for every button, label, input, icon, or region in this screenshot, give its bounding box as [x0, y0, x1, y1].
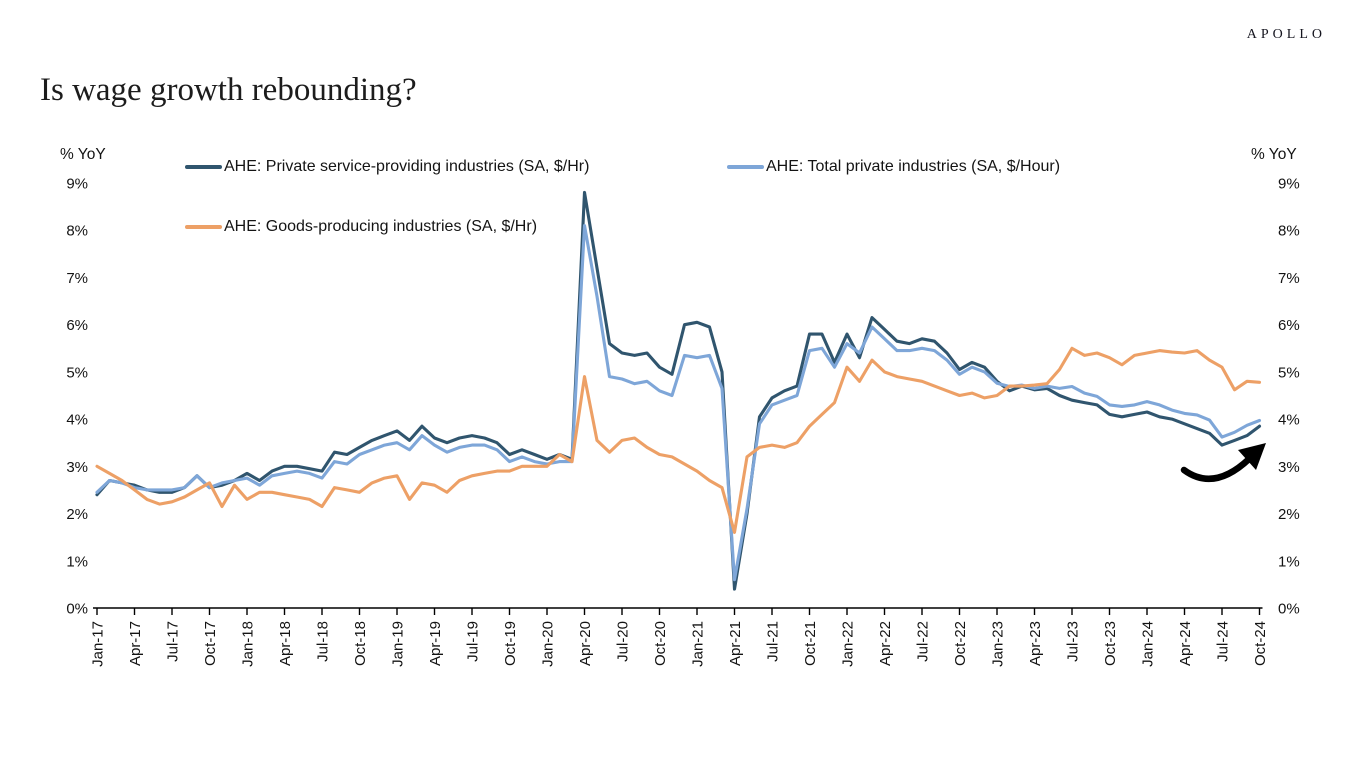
series-line-1 [95, 223, 1262, 582]
x-tick-label: Oct-21 [802, 621, 819, 666]
legend-label: AHE: Goods-producing industries (SA, $/H… [224, 218, 538, 235]
y-axis-unit-right: % YoY [1251, 146, 1297, 163]
x-tick-label: Jan-19 [390, 621, 407, 667]
x-tick-label: Jan-18 [240, 621, 257, 667]
page-title: Is wage growth rebounding? [40, 72, 417, 109]
y-tick-label-left: 3% [66, 459, 88, 476]
legend-item-total-private: AHE: Total private industries (SA, $/Hou… [727, 157, 1060, 177]
rebound-arrow [1180, 455, 1253, 482]
x-tick-label: Apr-19 [427, 621, 444, 666]
x-tick-label: Apr-18 [277, 621, 294, 666]
legend-item-goods-producing: AHE: Goods-producing industries (SA, $/H… [185, 217, 537, 237]
legend-label: AHE: Total private industries (SA, $/Hou… [766, 158, 1061, 175]
x-tick-label: Apr-21 [727, 621, 744, 666]
x-tick-label: Jul-23 [1065, 621, 1082, 662]
x-tick-label: Apr-23 [1027, 621, 1044, 666]
apollo-logo: APOLLO [1246, 27, 1326, 42]
x-tick-label: Jul-17 [165, 621, 182, 662]
x-tick-label: Jul-22 [915, 621, 932, 662]
y-tick-label-left: 6% [66, 317, 88, 334]
x-tick-label: Jan-23 [990, 621, 1007, 667]
y-tick-label-right: 2% [1278, 506, 1300, 523]
x-tick-label: Jul-24 [1215, 621, 1232, 662]
y-tick-label-right: 1% [1278, 553, 1300, 570]
x-tick-label: Apr-20 [577, 621, 594, 666]
x-tick-label: Jul-18 [315, 621, 332, 662]
x-tick-label: Oct-18 [352, 621, 369, 666]
x-tick-label: Jan-22 [840, 621, 857, 667]
x-tick-label: Oct-19 [502, 621, 519, 666]
y-tick-label-right: 7% [1278, 270, 1300, 287]
y-tick-label-right: 3% [1278, 459, 1300, 476]
x-tick-label: Jul-21 [765, 621, 782, 662]
y-tick-label-left: 0% [66, 601, 88, 618]
y-tick-label-left: 1% [66, 553, 88, 570]
x-tick-label: Apr-22 [877, 621, 894, 666]
x-tick-label: Jan-24 [1140, 621, 1157, 667]
y-tick-label-left: 8% [66, 223, 88, 240]
rebound-arrow-head [1238, 443, 1266, 470]
y-tick-label-right: 0% [1278, 601, 1300, 618]
legend-swatch-total-private [727, 164, 764, 170]
legend-item-service-providing: AHE: Private service-providing industrie… [185, 157, 589, 177]
y-tick-label-right: 9% [1278, 176, 1300, 193]
y-axis-unit-left: % YoY [60, 146, 106, 163]
x-tick-label: Oct-23 [1102, 621, 1119, 666]
series-line-0 [95, 190, 1262, 591]
legend-swatch-service-providing [185, 164, 222, 170]
x-tick-label: Jul-20 [615, 621, 632, 662]
x-tick-label: Jul-19 [465, 621, 482, 662]
y-tick-label-right: 8% [1278, 223, 1300, 240]
y-tick-label-left: 7% [66, 270, 88, 287]
y-tick-label-left: 9% [66, 176, 88, 193]
x-tick-label: Apr-24 [1177, 621, 1194, 666]
series-line-2 [95, 346, 1262, 534]
x-tick-label: Apr-17 [127, 621, 144, 666]
y-tick-label-right: 4% [1278, 412, 1300, 429]
x-tick-label: Oct-22 [952, 621, 969, 666]
y-tick-label-left: 5% [66, 364, 88, 381]
y-tick-label-right: 5% [1278, 364, 1300, 381]
x-tick-label: Oct-17 [202, 621, 219, 666]
x-tick-label: Oct-24 [1252, 621, 1269, 666]
y-tick-label-left: 4% [66, 412, 88, 429]
x-tick-label: Jan-20 [540, 621, 557, 667]
legend-label: AHE: Private service-providing industrie… [224, 158, 590, 175]
x-tick-label: Jan-17 [90, 621, 107, 667]
y-tick-label-right: 6% [1278, 317, 1300, 334]
y-tick-label-left: 2% [66, 506, 88, 523]
x-tick-label: Oct-20 [652, 621, 669, 666]
legend-swatch-goods-producing [185, 224, 222, 230]
x-tick-label: Jan-21 [690, 621, 707, 667]
